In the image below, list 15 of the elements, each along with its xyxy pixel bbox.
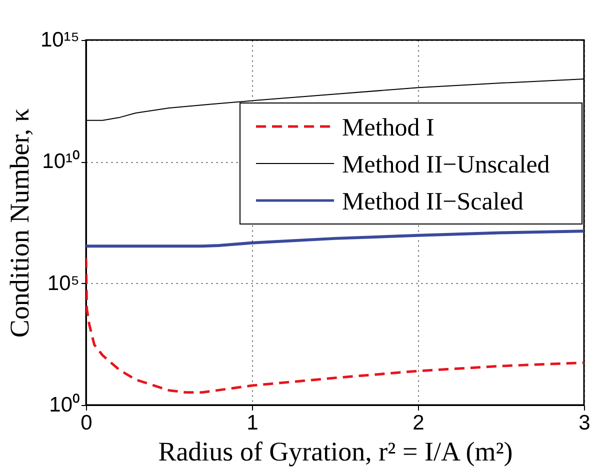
line-series bbox=[86, 256, 584, 394]
y-axis-title: Condition Number, κ bbox=[4, 108, 34, 338]
legend-label: Method I bbox=[342, 114, 434, 142]
x-tick-label: 2 bbox=[412, 412, 424, 434]
x-axis-title: Radius of Gyration, r² = I/A (m²) bbox=[158, 436, 513, 466]
x-tick-label: 3 bbox=[578, 412, 590, 434]
legend-label: Method II−Unscaled bbox=[342, 152, 550, 178]
y-tick-label: 10¹⁰ bbox=[42, 150, 80, 174]
y-tick-label: 10⁵ bbox=[47, 272, 80, 295]
y-tick-label: 10⁰ bbox=[49, 394, 80, 416]
legend-label: Method II−Scaled bbox=[342, 188, 524, 216]
line-series bbox=[86, 230, 584, 248]
x-tick-label: 1 bbox=[246, 412, 258, 434]
x-tick-label: 0 bbox=[80, 412, 92, 434]
y-tick-label: 10¹⁵ bbox=[40, 28, 80, 52]
